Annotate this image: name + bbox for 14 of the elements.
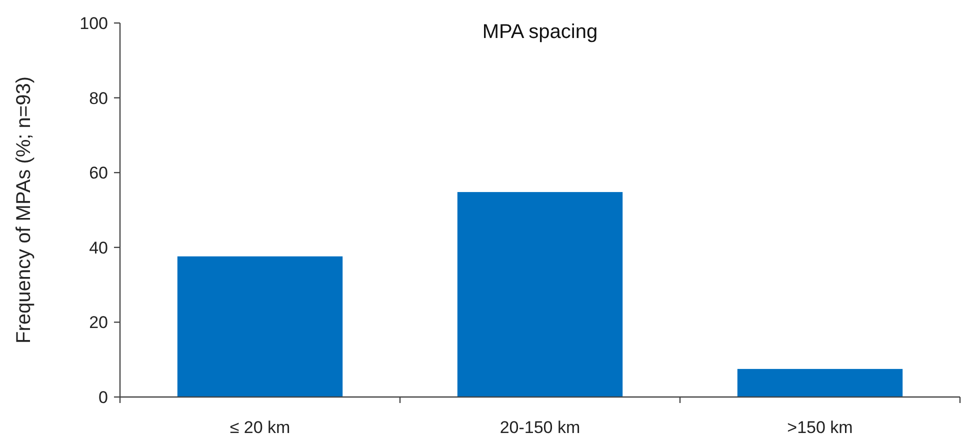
y-tick-label: 40 — [89, 238, 108, 258]
x-tick-label: ≤ 20 km — [230, 418, 290, 437]
y-axis-title: Frequency of MPAs (%; n=93) — [13, 76, 35, 344]
bar — [737, 368, 903, 397]
chart-title: MPA spacing — [482, 21, 598, 43]
x-tick-label: 20-150 km — [500, 418, 580, 437]
y-tick-label: 80 — [89, 88, 108, 108]
y-tick-label: 60 — [89, 164, 108, 183]
y-tick-label: 100 — [80, 14, 108, 33]
x-tick-label: >150 km — [787, 418, 853, 437]
y-tick-label: 0 — [98, 388, 108, 407]
bar — [177, 256, 343, 397]
y-tick-label: 20 — [89, 313, 108, 332]
bar — [457, 192, 623, 397]
